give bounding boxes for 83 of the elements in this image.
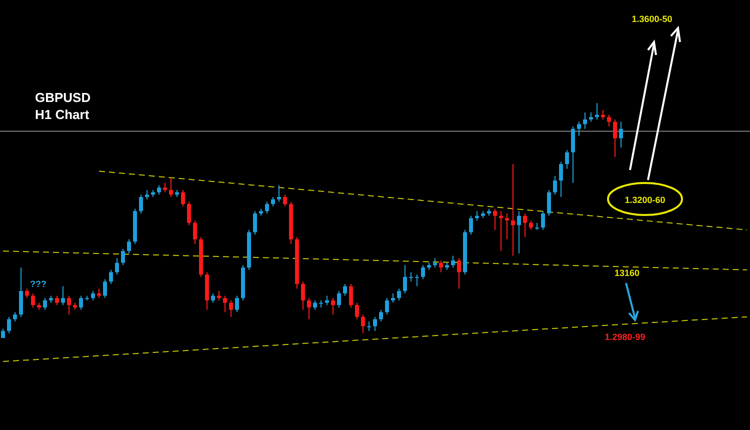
candlestick: [13, 312, 17, 322]
candlestick: [397, 288, 401, 301]
candlestick: [283, 194, 287, 207]
candlestick: [409, 272, 413, 282]
candlestick: [373, 316, 377, 332]
candlestick: [103, 278, 107, 299]
candlestick: [349, 283, 353, 308]
candlestick: [493, 208, 497, 230]
candlestick: [505, 212, 509, 240]
candlestick: [217, 290, 221, 301]
candlestick: [607, 114, 611, 127]
candlestick: [169, 178, 173, 198]
candlestick: [421, 264, 425, 280]
candlestick: [325, 295, 329, 306]
candlestick: [379, 309, 383, 322]
candlestick: [163, 182, 167, 193]
candlestick: [385, 298, 389, 315]
candlestick: [193, 220, 197, 244]
candlestick: [139, 194, 143, 214]
candlestick: [265, 201, 269, 214]
candlestick: [553, 175, 557, 196]
candlestick: [457, 258, 461, 290]
annotation: ???: [30, 279, 46, 289]
candlestick: [619, 121, 623, 148]
candlestick: [367, 321, 371, 332]
candlestick: [529, 220, 533, 230]
text: 1.3600-50: [632, 14, 672, 24]
candlestick: [109, 269, 113, 284]
candlestick: [187, 201, 191, 226]
candlestick: [403, 264, 407, 294]
candlestick: [517, 210, 521, 254]
candlestick: [79, 295, 83, 310]
chart-subtitle: H1 Chart: [35, 107, 90, 122]
candlestick: [31, 292, 35, 308]
candlestick: [61, 286, 65, 306]
candlestick: [469, 215, 473, 236]
candlestick: [355, 302, 359, 320]
candlestick: [313, 300, 317, 310]
candlestick: [577, 121, 581, 136]
candlestick: [331, 298, 335, 315]
candlestick: [307, 298, 311, 320]
candlestick: [271, 196, 275, 207]
candlestick: [361, 314, 365, 334]
candlestick: [229, 300, 233, 318]
candlestick: [67, 295, 71, 315]
candlestick: [583, 112, 587, 130]
candlestick: [301, 281, 305, 310]
candlestick: [55, 295, 59, 306]
candlestick: [7, 316, 11, 334]
candlestick: [559, 161, 563, 198]
candlestick: [253, 210, 257, 236]
candlestick: [547, 189, 551, 216]
candlestick: [337, 290, 341, 308]
annotation: 13160: [614, 268, 640, 278]
candlestick: [415, 274, 419, 287]
candlestick: [181, 189, 185, 207]
annotation: 1.3200-60: [624, 195, 666, 205]
candlestick: [523, 212, 527, 238]
candlestick: [391, 292, 395, 304]
candlestick: [589, 112, 593, 122]
candlestick: [121, 248, 125, 266]
candlestick: [571, 126, 575, 184]
chart-title: GBPUSD: [35, 90, 91, 105]
candlestick: [541, 210, 545, 230]
candlestick: [277, 184, 281, 202]
candlestick: [211, 292, 215, 304]
candlestick: [25, 288, 29, 299]
candlestick: [115, 258, 119, 276]
annotation: 1.2980-99: [604, 332, 646, 342]
candlestick: [451, 255, 455, 268]
candlestick: [613, 118, 617, 158]
candlestick: [511, 164, 515, 256]
candlestick: [91, 290, 95, 301]
candlestick: [223, 295, 227, 313]
candlestick: [343, 283, 347, 296]
candlestick: [565, 150, 569, 170]
candlestick: [235, 295, 239, 313]
candlestick: [127, 238, 131, 254]
candlestick: [439, 260, 443, 273]
candlestick: [157, 184, 161, 196]
candlestick: [43, 298, 47, 310]
candlestick: [145, 189, 149, 200]
candlestick: [19, 267, 23, 318]
